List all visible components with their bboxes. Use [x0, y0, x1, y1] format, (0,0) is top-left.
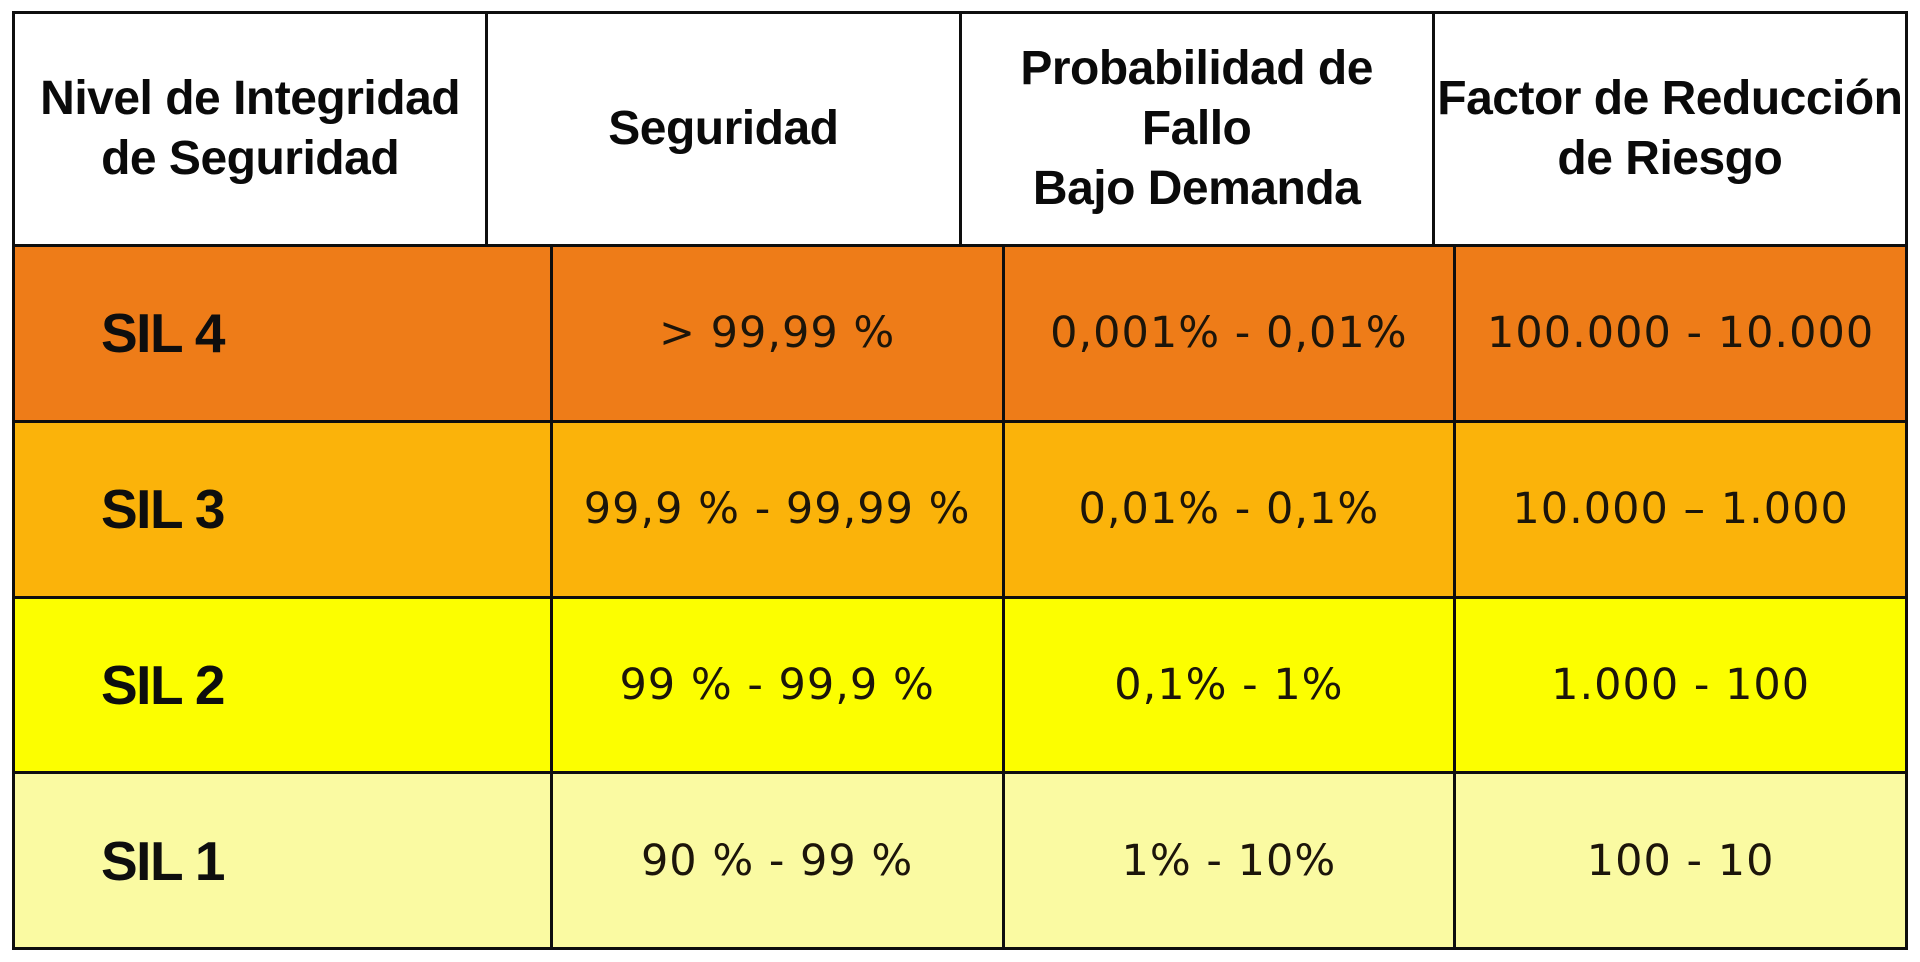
cell-sil3-level: SIL 3 — [101, 478, 225, 541]
table-row-sil3: SIL 3 99,9 % - 99,99 % 0,01% - 0,1% 10.0… — [15, 419, 1905, 596]
header-cell-nivel-integridad: Nivel de Integridad de Seguridad — [40, 72, 461, 185]
cell-sil3-pfd: 0,01% - 0,1% — [1001, 422, 1454, 596]
cell-sil1-level: SIL 1 — [101, 829, 225, 892]
cell-sil2-frr: 1.000 - 100 — [1453, 598, 1905, 772]
table-row-sil2: SIL 2 99 % - 99,9 % 0,1% - 1% 1.000 - 10… — [15, 595, 1905, 772]
cell-sil3-seguridad: 99,9 % - 99,99 % — [549, 422, 1002, 596]
cell-sil4-frr: 100.000 - 10.000 — [1453, 247, 1905, 420]
cell-sil1-pfd: 1% - 10% — [1001, 774, 1454, 947]
cell-sil2-level: SIL 2 — [101, 653, 225, 716]
cell-sil1-seguridad: 90 % - 99 % — [549, 774, 1002, 947]
cell-sil4-level: SIL 4 — [101, 302, 225, 365]
cell-sil3-frr: 10.000 – 1.000 — [1453, 422, 1905, 596]
sil-levels-table: Nivel de Integridad de Seguridad Segurid… — [12, 11, 1908, 950]
cell-sil4-seguridad: > 99,99 % — [549, 247, 1002, 420]
table-row-sil4: SIL 4 > 99,99 % 0,001% - 0,01% 100.000 -… — [15, 244, 1905, 420]
table-row-sil1: SIL 1 90 % - 99 % 1% - 10% 100 - 10 — [15, 771, 1905, 947]
cell-sil4-pfd: 0,001% - 0,01% — [1001, 247, 1454, 420]
cell-sil2-seguridad: 99 % - 99,9 % — [549, 598, 1002, 772]
table-header-row: Nivel de Integridad de Seguridad Segurid… — [15, 14, 1905, 244]
header-cell-probabilidad-fallo: Probabilidad de Fallo Bajo Demanda — [958, 14, 1432, 244]
header-cell-seguridad: Seguridad — [485, 14, 958, 244]
cell-sil1-frr: 100 - 10 — [1453, 774, 1905, 947]
cell-sil2-pfd: 0,1% - 1% — [1001, 598, 1454, 772]
header-cell-factor-reduccion: Factor de Reducción de Riesgo — [1431, 14, 1905, 244]
